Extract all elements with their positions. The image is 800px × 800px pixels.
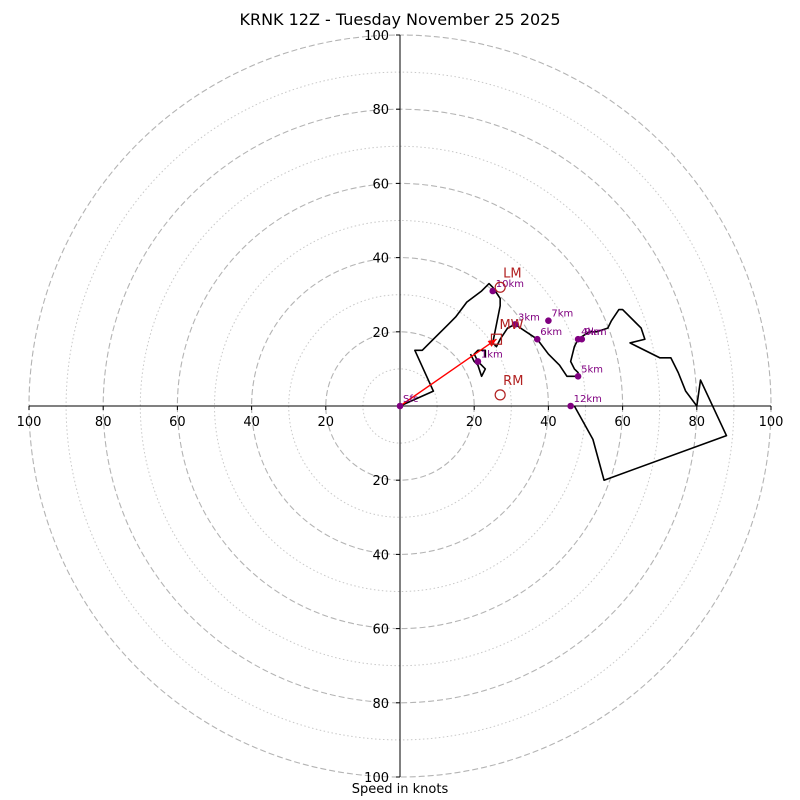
height-marker-dot [545,317,552,324]
x-tick-label: 20 [318,415,335,430]
height-marker-dot [533,335,541,343]
y-tick-label: 100 [364,29,389,44]
height-marker-dot [567,402,574,410]
height-marker-dot [474,358,482,365]
y-tick-label: 20 [372,474,389,489]
y-tick-label: 60 [372,177,389,192]
height-marker-label: 6km [540,327,562,338]
y-tick-label: 80 [372,697,389,712]
x-tick-label: 60 [614,415,631,430]
storm-motion-marker [494,281,506,293]
height-marker-label: 5km [581,364,603,375]
height-marker-label: 7km [551,309,573,320]
x-tick-label: 40 [243,415,260,430]
height-marker-dot [511,321,519,328]
x-tick-label: 60 [169,415,186,430]
height-marker-dot [574,373,582,380]
y-tick-label: 40 [372,252,389,267]
storm-motion-label: RM [503,374,523,389]
x-tick-label: 80 [689,415,706,430]
chart-title: KRNK 12Z - Tuesday November 25 2025 [239,10,561,29]
y-tick-label: 60 [372,623,389,638]
storm-motion-label: LM [503,266,521,281]
height-marker-label: 3km [518,312,540,323]
x-tick-label: 20 [466,415,483,430]
y-tick-label: 100 [364,771,389,786]
height-markers: Sfc 1km 3km 4km 5km 6km 7km 9km 10km 12km [396,279,607,410]
shear-vector-line [399,338,497,407]
storm-motion-marker [494,389,506,401]
height-marker-dot [489,287,497,295]
height-marker-label: 4km [581,327,603,338]
height-marker-label: 12km [574,394,602,405]
storm-motion-markers: LM MW RM [490,266,524,401]
height-marker-label: 10km [496,279,524,290]
height-marker-dot [578,335,586,343]
y-tick-label: 40 [372,548,389,563]
y-tick-label: 20 [372,326,389,341]
x-tick-label: 100 [759,415,784,430]
height-marker-label: Sfc [403,394,418,405]
x-tick-label: 80 [95,415,112,430]
y-tick-label: 80 [372,103,389,118]
tick-labels: 100 80 60 40 20 20 40 60 80 100 100 80 60 40 20 20 40 60 8… [17,29,784,786]
storm-motion-label: MW [499,318,523,333]
height-marker-dot [396,402,404,410]
height-marker-label: 1km [481,349,503,360]
storm-motion-marker [490,333,503,345]
x-tick-label: 40 [540,415,557,430]
x-tick-label: 100 [17,415,42,430]
height-marker-label: 9km [585,327,607,338]
x-axis-label: Speed in knots [351,782,449,797]
